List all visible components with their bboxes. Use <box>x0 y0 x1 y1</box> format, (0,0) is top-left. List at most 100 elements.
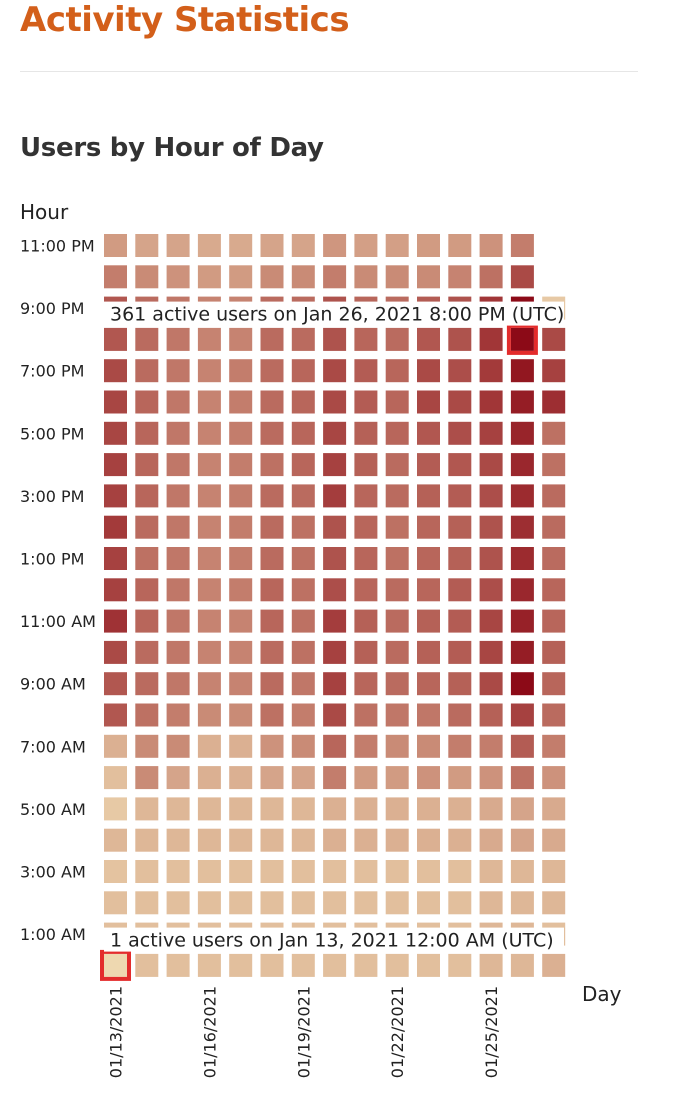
heatmap-cell[interactable] <box>135 578 159 602</box>
heatmap-cell[interactable] <box>135 484 159 508</box>
heatmap-cell[interactable] <box>479 609 503 633</box>
heatmap-cell[interactable] <box>510 672 534 696</box>
heatmap-cell[interactable] <box>354 672 378 696</box>
heatmap-cell[interactable] <box>385 703 409 727</box>
heatmap-cell[interactable] <box>385 891 409 915</box>
heatmap-cell[interactable] <box>354 234 378 257</box>
heatmap-cell[interactable] <box>479 484 503 508</box>
heatmap-cell[interactable] <box>479 359 503 383</box>
heatmap-cell[interactable] <box>417 860 440 883</box>
heatmap-cell[interactable] <box>354 484 378 508</box>
heatmap-cell[interactable] <box>354 766 378 790</box>
heatmap-cell[interactable] <box>197 327 221 351</box>
heatmap-cell[interactable] <box>448 609 472 633</box>
heatmap-cell[interactable] <box>197 453 221 477</box>
heatmap-cell[interactable] <box>104 609 127 633</box>
heatmap-cell[interactable] <box>510 421 534 445</box>
heatmap-cell[interactable] <box>166 640 190 664</box>
heatmap-cell[interactable] <box>323 672 347 696</box>
heatmap-cell[interactable] <box>354 578 378 602</box>
heatmap-cell[interactable] <box>104 860 127 883</box>
heatmap-cell[interactable] <box>479 734 503 758</box>
heatmap-cell[interactable] <box>291 547 315 570</box>
heatmap-cell[interactable] <box>542 953 566 977</box>
heatmap-cell[interactable] <box>197 860 221 883</box>
heatmap-cell[interactable] <box>510 234 534 257</box>
heatmap-cell[interactable] <box>323 484 347 508</box>
heatmap-cell[interactable] <box>229 578 253 602</box>
heatmap-cell[interactable] <box>229 828 253 852</box>
heatmap-cell[interactable] <box>542 860 566 883</box>
heatmap-cell[interactable] <box>166 766 190 790</box>
heatmap-cell[interactable] <box>542 327 566 351</box>
heatmap-cell[interactable] <box>229 734 253 758</box>
heatmap-cell[interactable] <box>448 547 472 570</box>
heatmap-cell[interactable] <box>354 327 378 351</box>
heatmap-cell[interactable] <box>135 390 159 414</box>
heatmap-cell[interactable] <box>448 453 472 477</box>
heatmap-cell[interactable] <box>197 891 221 915</box>
heatmap-cell[interactable] <box>104 234 127 257</box>
heatmap-cell[interactable] <box>479 703 503 727</box>
heatmap-cell[interactable] <box>417 797 440 821</box>
heatmap-cell[interactable] <box>479 953 503 977</box>
heatmap-cell[interactable] <box>479 578 503 602</box>
heatmap-cell[interactable] <box>385 390 409 414</box>
heatmap-cell[interactable] <box>135 547 159 570</box>
heatmap-cell[interactable] <box>166 515 190 539</box>
heatmap-cell[interactable] <box>354 547 378 570</box>
heatmap-cell[interactable] <box>229 359 253 383</box>
heatmap-cell[interactable] <box>542 390 566 414</box>
heatmap-cell[interactable] <box>510 265 534 289</box>
heatmap-cell[interactable] <box>385 860 409 883</box>
heatmap-cell[interactable] <box>385 453 409 477</box>
heatmap-cell[interactable] <box>104 390 127 414</box>
heatmap-cell[interactable] <box>166 797 190 821</box>
heatmap-cell[interactable] <box>323 609 347 633</box>
heatmap-cell[interactable] <box>417 766 440 790</box>
heatmap-cell[interactable] <box>260 828 284 852</box>
heatmap-cell[interactable] <box>354 891 378 915</box>
heatmap-cell[interactable] <box>479 766 503 790</box>
heatmap-cell[interactable] <box>448 359 472 383</box>
heatmap-cell[interactable] <box>260 953 284 977</box>
heatmap-cell[interactable] <box>135 421 159 445</box>
heatmap-cell[interactable] <box>417 421 440 445</box>
heatmap-cell[interactable] <box>135 860 159 883</box>
heatmap-cell[interactable] <box>479 327 503 351</box>
heatmap-cell[interactable] <box>104 327 127 351</box>
heatmap-cell[interactable] <box>135 672 159 696</box>
heatmap-cell[interactable] <box>229 265 253 289</box>
heatmap-cell[interactable] <box>385 421 409 445</box>
heatmap-cell[interactable] <box>479 891 503 915</box>
heatmap-cell[interactable] <box>166 484 190 508</box>
heatmap-cell[interactable] <box>260 234 284 257</box>
heatmap-cell[interactable] <box>510 453 534 477</box>
heatmap-cell[interactable] <box>104 703 127 727</box>
heatmap-cell[interactable] <box>448 828 472 852</box>
heatmap-cell[interactable] <box>510 390 534 414</box>
heatmap-cell[interactable] <box>385 234 409 257</box>
heatmap-cell[interactable] <box>448 640 472 664</box>
heatmap-cell[interactable] <box>510 484 534 508</box>
heatmap-cell[interactable] <box>104 421 127 445</box>
heatmap-cell[interactable] <box>260 359 284 383</box>
heatmap-cell[interactable] <box>166 359 190 383</box>
heatmap-cell[interactable] <box>260 609 284 633</box>
heatmap-cell[interactable] <box>479 547 503 570</box>
heatmap-cell[interactable] <box>448 578 472 602</box>
heatmap-cell[interactable] <box>135 640 159 664</box>
heatmap-cell[interactable] <box>510 734 534 758</box>
heatmap-cell[interactable] <box>542 766 566 790</box>
heatmap-cell[interactable] <box>417 828 440 852</box>
heatmap-cell[interactable] <box>135 703 159 727</box>
heatmap-cell[interactable] <box>542 703 566 727</box>
heatmap-cell[interactable] <box>166 860 190 883</box>
heatmap-cell[interactable] <box>260 860 284 883</box>
heatmap-cell[interactable] <box>542 672 566 696</box>
heatmap-cell[interactable] <box>417 453 440 477</box>
heatmap-cell[interactable] <box>135 766 159 790</box>
heatmap-cell[interactable] <box>291 672 315 696</box>
heatmap-cell[interactable] <box>323 640 347 664</box>
heatmap-cell[interactable] <box>323 797 347 821</box>
